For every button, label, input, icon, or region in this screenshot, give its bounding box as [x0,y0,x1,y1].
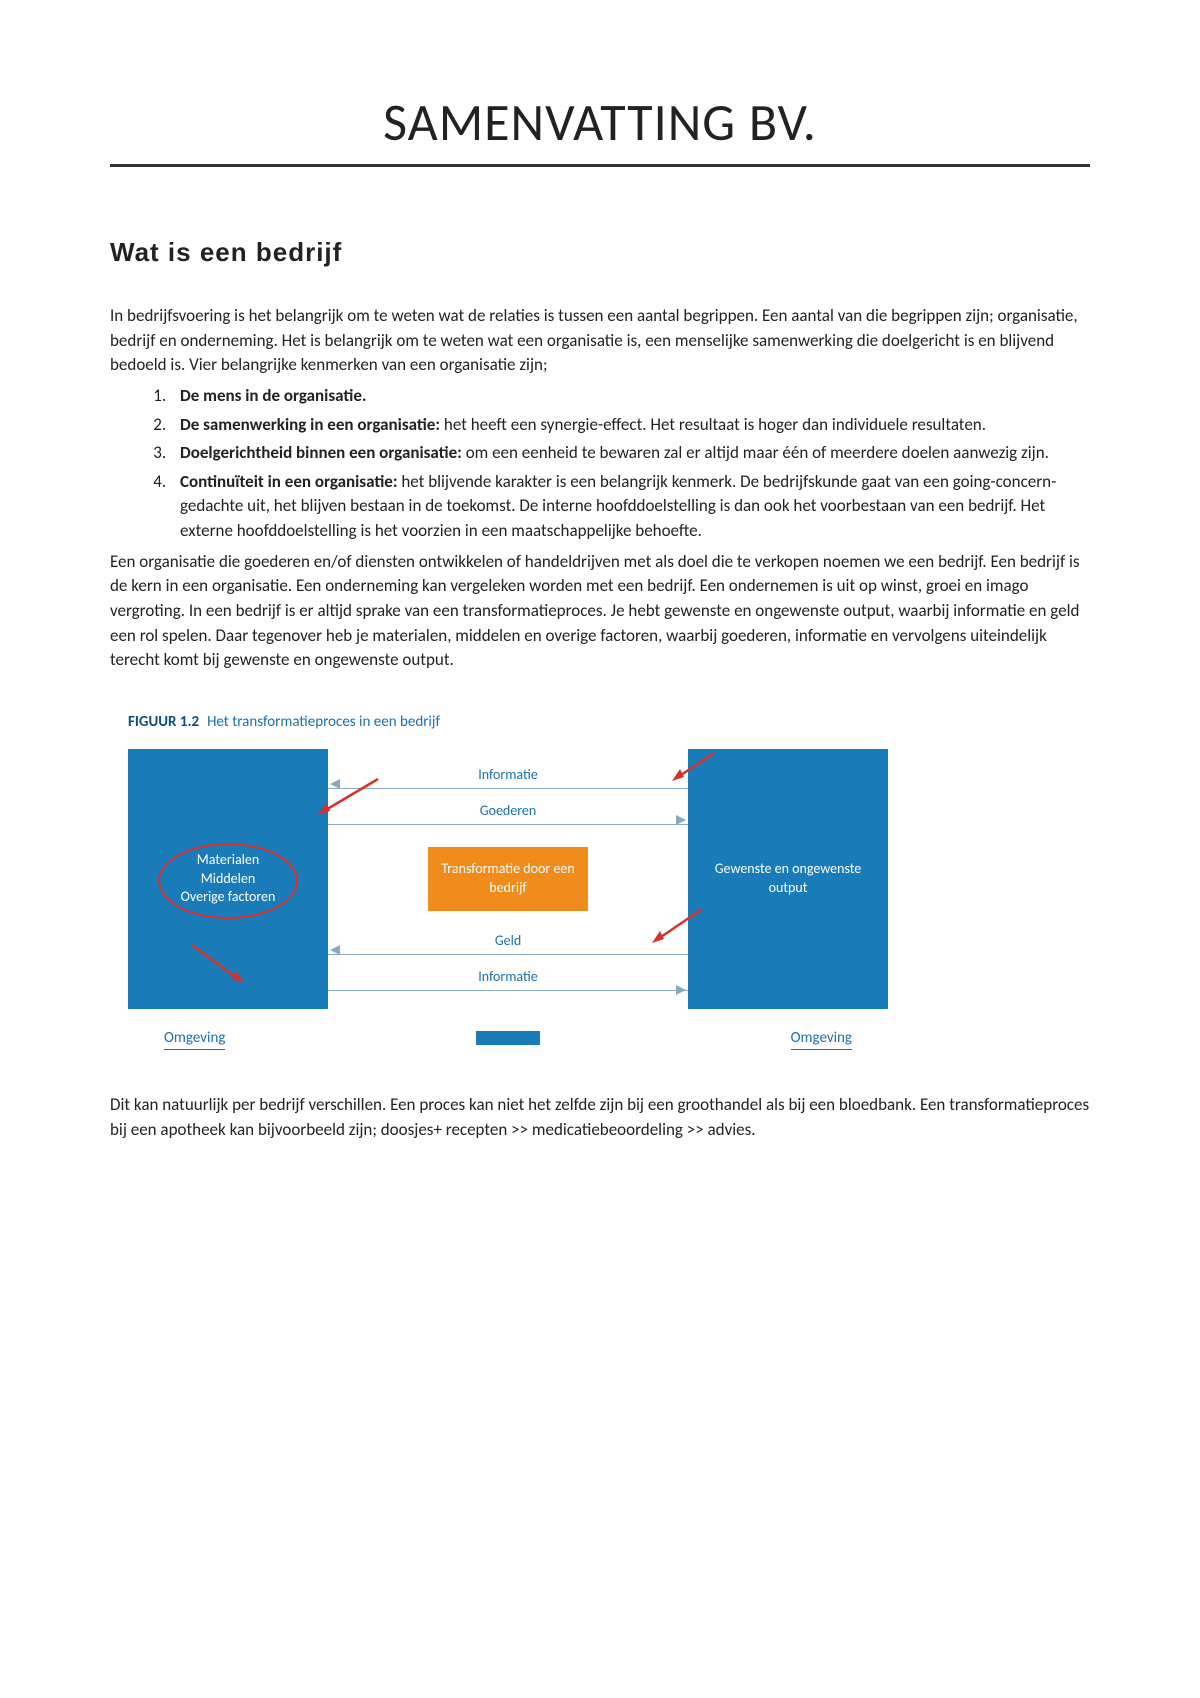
diagram-input-box: Materialen Middelen Overige factoren [128,749,328,1009]
flow-row: Informatie [328,963,688,991]
main-title: SAMENVATTING BV. [110,90,1090,167]
paragraph-3: Dit kan natuurlijk per bedrijf verschill… [110,1093,1090,1142]
list-item-lead: Continuïteit in een organisatie: [180,471,398,492]
transformation-diagram: Materialen Middelen Overige factoren Gew… [128,749,888,1069]
flow-row: Goederen [328,797,688,825]
diagram-output-box: Gewenste en ongewenste output [688,749,888,1009]
figure-caption-text: Het transformatieproces in een bedrijf [207,713,440,731]
figure-caption: FIGUUR 1.2 Het transformatieproces in een… [128,713,1090,731]
list-item: Doelgerichtheid binnen een organisatie: … [170,441,1090,466]
flow-label: Goederen [480,802,537,819]
intro-paragraph: In bedrijfsvoering is het belangrijk om … [110,304,1090,378]
list-item-rest: het heeft een synergie-effect. Het resul… [440,414,986,435]
list-item-rest: om een eenheid te bewaren zal er altijd … [462,442,1049,463]
list-item: Continuïteit in een organisatie: het bli… [170,470,1090,544]
characteristics-list: De mens in de organisatie. De samenwerki… [110,384,1090,544]
diagram-transform-text: Transformatie door een bedrijf [428,860,588,898]
arrow-icon [676,815,686,825]
flow-row: Informatie [328,761,688,789]
figure-label: FIGUUR 1.2 [128,713,199,731]
flow-label: Informatie [478,766,538,783]
arrow-icon [330,779,340,789]
flow-row: Geld [328,927,688,955]
list-item-lead: Doelgerichtheid binnen een organisatie: [180,442,462,463]
arrow-icon [330,945,340,955]
paragraph-2: Een organisatie die goederen en/of diens… [110,550,1090,673]
section-heading: Wat is een bedrijf [110,237,1090,268]
arrow-icon [676,985,686,995]
flow-label: Informatie [478,968,538,985]
flow-line [328,990,688,991]
list-item: De samenwerking in een organisatie: het … [170,413,1090,438]
diagram-env-left: Omgeving [164,1029,225,1050]
list-item: De mens in de organisatie. [170,384,1090,409]
list-item-lead: De mens in de organisatie. [180,385,366,406]
document-page: SAMENVATTING BV. Wat is een bedrijf In b… [0,0,1200,1206]
figure-1-2: FIGUUR 1.2 Het transformatieproces in een… [128,713,1090,1069]
diagram-env-right: Omgeving [791,1029,852,1050]
diagram-input-text: Materialen Middelen Overige factoren [181,851,276,908]
diagram-output-text: Gewenste en ongewenste output [688,860,888,898]
diagram-bottom-bar [476,1031,540,1045]
diagram-transform-box: Transformatie door een bedrijf [428,847,588,911]
flow-label: Geld [495,932,521,949]
list-item-lead: De samenwerking in een organisatie: [180,414,440,435]
